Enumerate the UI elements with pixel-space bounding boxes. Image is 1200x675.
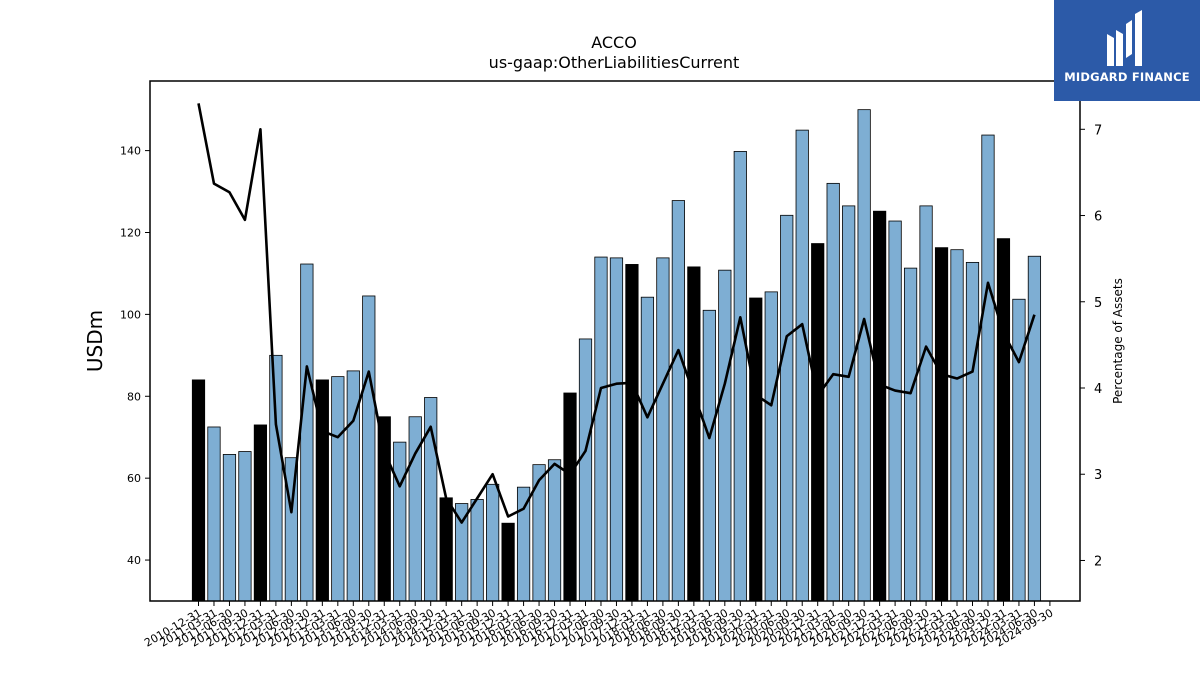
bar-2019-03-31 — [702, 309, 716, 602]
bar-2012-03-31 — [269, 354, 283, 602]
bar-2019-06-30 — [718, 269, 732, 602]
bar-2011-06-30 — [222, 454, 237, 602]
bar-2021-09-30 — [857, 109, 871, 602]
y2-tick-label: 3 — [1094, 468, 1102, 483]
y2-tick-label: 6 — [1094, 210, 1102, 225]
bar-2023-09-30 — [981, 134, 995, 602]
bar-2011-09-30 — [238, 451, 252, 602]
bar-2022-03-31 — [888, 220, 902, 602]
line-percentage-of-assets — [197, 103, 1036, 524]
bar-2012-09-30 — [300, 263, 314, 602]
y-tick-label: 100 — [120, 308, 141, 321]
y2-axis-label: Percentage of Assets — [1111, 278, 1125, 404]
bar-2013-03-31 — [331, 376, 345, 602]
plot-frame — [149, 80, 1081, 602]
bar-2015-12-31 — [501, 522, 515, 602]
bar-2017-06-30 — [594, 256, 608, 602]
chart-title: ACCO — [591, 33, 637, 52]
y2-tick-label: 5 — [1094, 296, 1102, 311]
bar-2021-06-30 — [842, 205, 856, 602]
chart-subtitle: us-gaap:OtherLiabilitiesCurrent — [489, 53, 740, 72]
bar-series — [191, 109, 1042, 602]
bar-2023-12-31 — [996, 238, 1011, 602]
bar-2018-03-31 — [640, 296, 655, 602]
y-axis-label: USDm — [83, 310, 107, 372]
y-tick-label: 80 — [127, 390, 141, 403]
bar-2011-12-31 — [253, 424, 268, 602]
bar-2015-09-30 — [486, 483, 500, 602]
bar-2020-12-31 — [811, 243, 825, 602]
bar-2015-06-30 — [470, 499, 484, 602]
y2-tick-label: 4 — [1094, 382, 1102, 397]
bar-2016-09-30 — [547, 459, 562, 602]
y-tick-label: 40 — [127, 554, 141, 567]
bar-2016-03-31 — [516, 486, 531, 602]
logo: MIDGARD FINANCE — [1054, 0, 1200, 101]
bar-2023-03-31 — [950, 249, 964, 602]
bar-2014-03-31 — [393, 441, 407, 602]
y2-tick-label: 7 — [1094, 123, 1102, 138]
bar-2017-09-30 — [609, 257, 624, 602]
bar-2017-03-31 — [578, 338, 593, 602]
bar-2020-09-30 — [795, 129, 809, 602]
bar-2021-12-31 — [873, 210, 887, 602]
bar-2011-03-31 — [207, 426, 221, 602]
bar-2021-03-31 — [826, 182, 840, 602]
bar-2017-12-31 — [625, 264, 639, 602]
bar-2010-12-31 — [191, 379, 206, 602]
bar-2023-06-30 — [965, 261, 980, 602]
bar-2018-09-30 — [671, 200, 685, 602]
y2-tick-label: 2 — [1094, 554, 1102, 569]
bar-2016-06-30 — [532, 464, 546, 602]
bar-2019-12-31 — [749, 297, 763, 602]
bar-2020-03-31 — [764, 291, 778, 602]
logo-text: MIDGARD FINANCE — [1064, 70, 1190, 84]
bar-2019-09-30 — [733, 151, 747, 602]
bar-2022-06-30 — [903, 267, 918, 602]
x-axis: 2010-12-312011-03-312011-06-302011-09-30… — [142, 601, 1055, 650]
y-tick-label: 120 — [120, 226, 141, 239]
bar-2024-03-31 — [1012, 298, 1026, 602]
bar-2022-12-31 — [934, 247, 949, 602]
line-series — [197, 103, 1036, 524]
bar-2024-06-30 — [1027, 255, 1042, 602]
bar-2022-09-30 — [919, 205, 933, 602]
y-axis-left: 40 60 80 100 120 140 — [120, 145, 150, 567]
y-tick-label: 60 — [127, 472, 141, 485]
y-axis-right: 2 3 4 5 6 7 — [1080, 123, 1102, 569]
bar-2014-12-31 — [439, 497, 453, 602]
bar-2020-06-30 — [780, 214, 794, 602]
bar-2018-06-30 — [656, 257, 670, 602]
bar-2018-12-31 — [687, 266, 701, 602]
logo-mark-icon — [1107, 10, 1142, 66]
bar-2016-12-31 — [563, 392, 577, 602]
bar-2013-09-30 — [362, 295, 376, 602]
y-tick-label: 140 — [120, 145, 141, 158]
bar-2013-12-31 — [377, 416, 391, 602]
